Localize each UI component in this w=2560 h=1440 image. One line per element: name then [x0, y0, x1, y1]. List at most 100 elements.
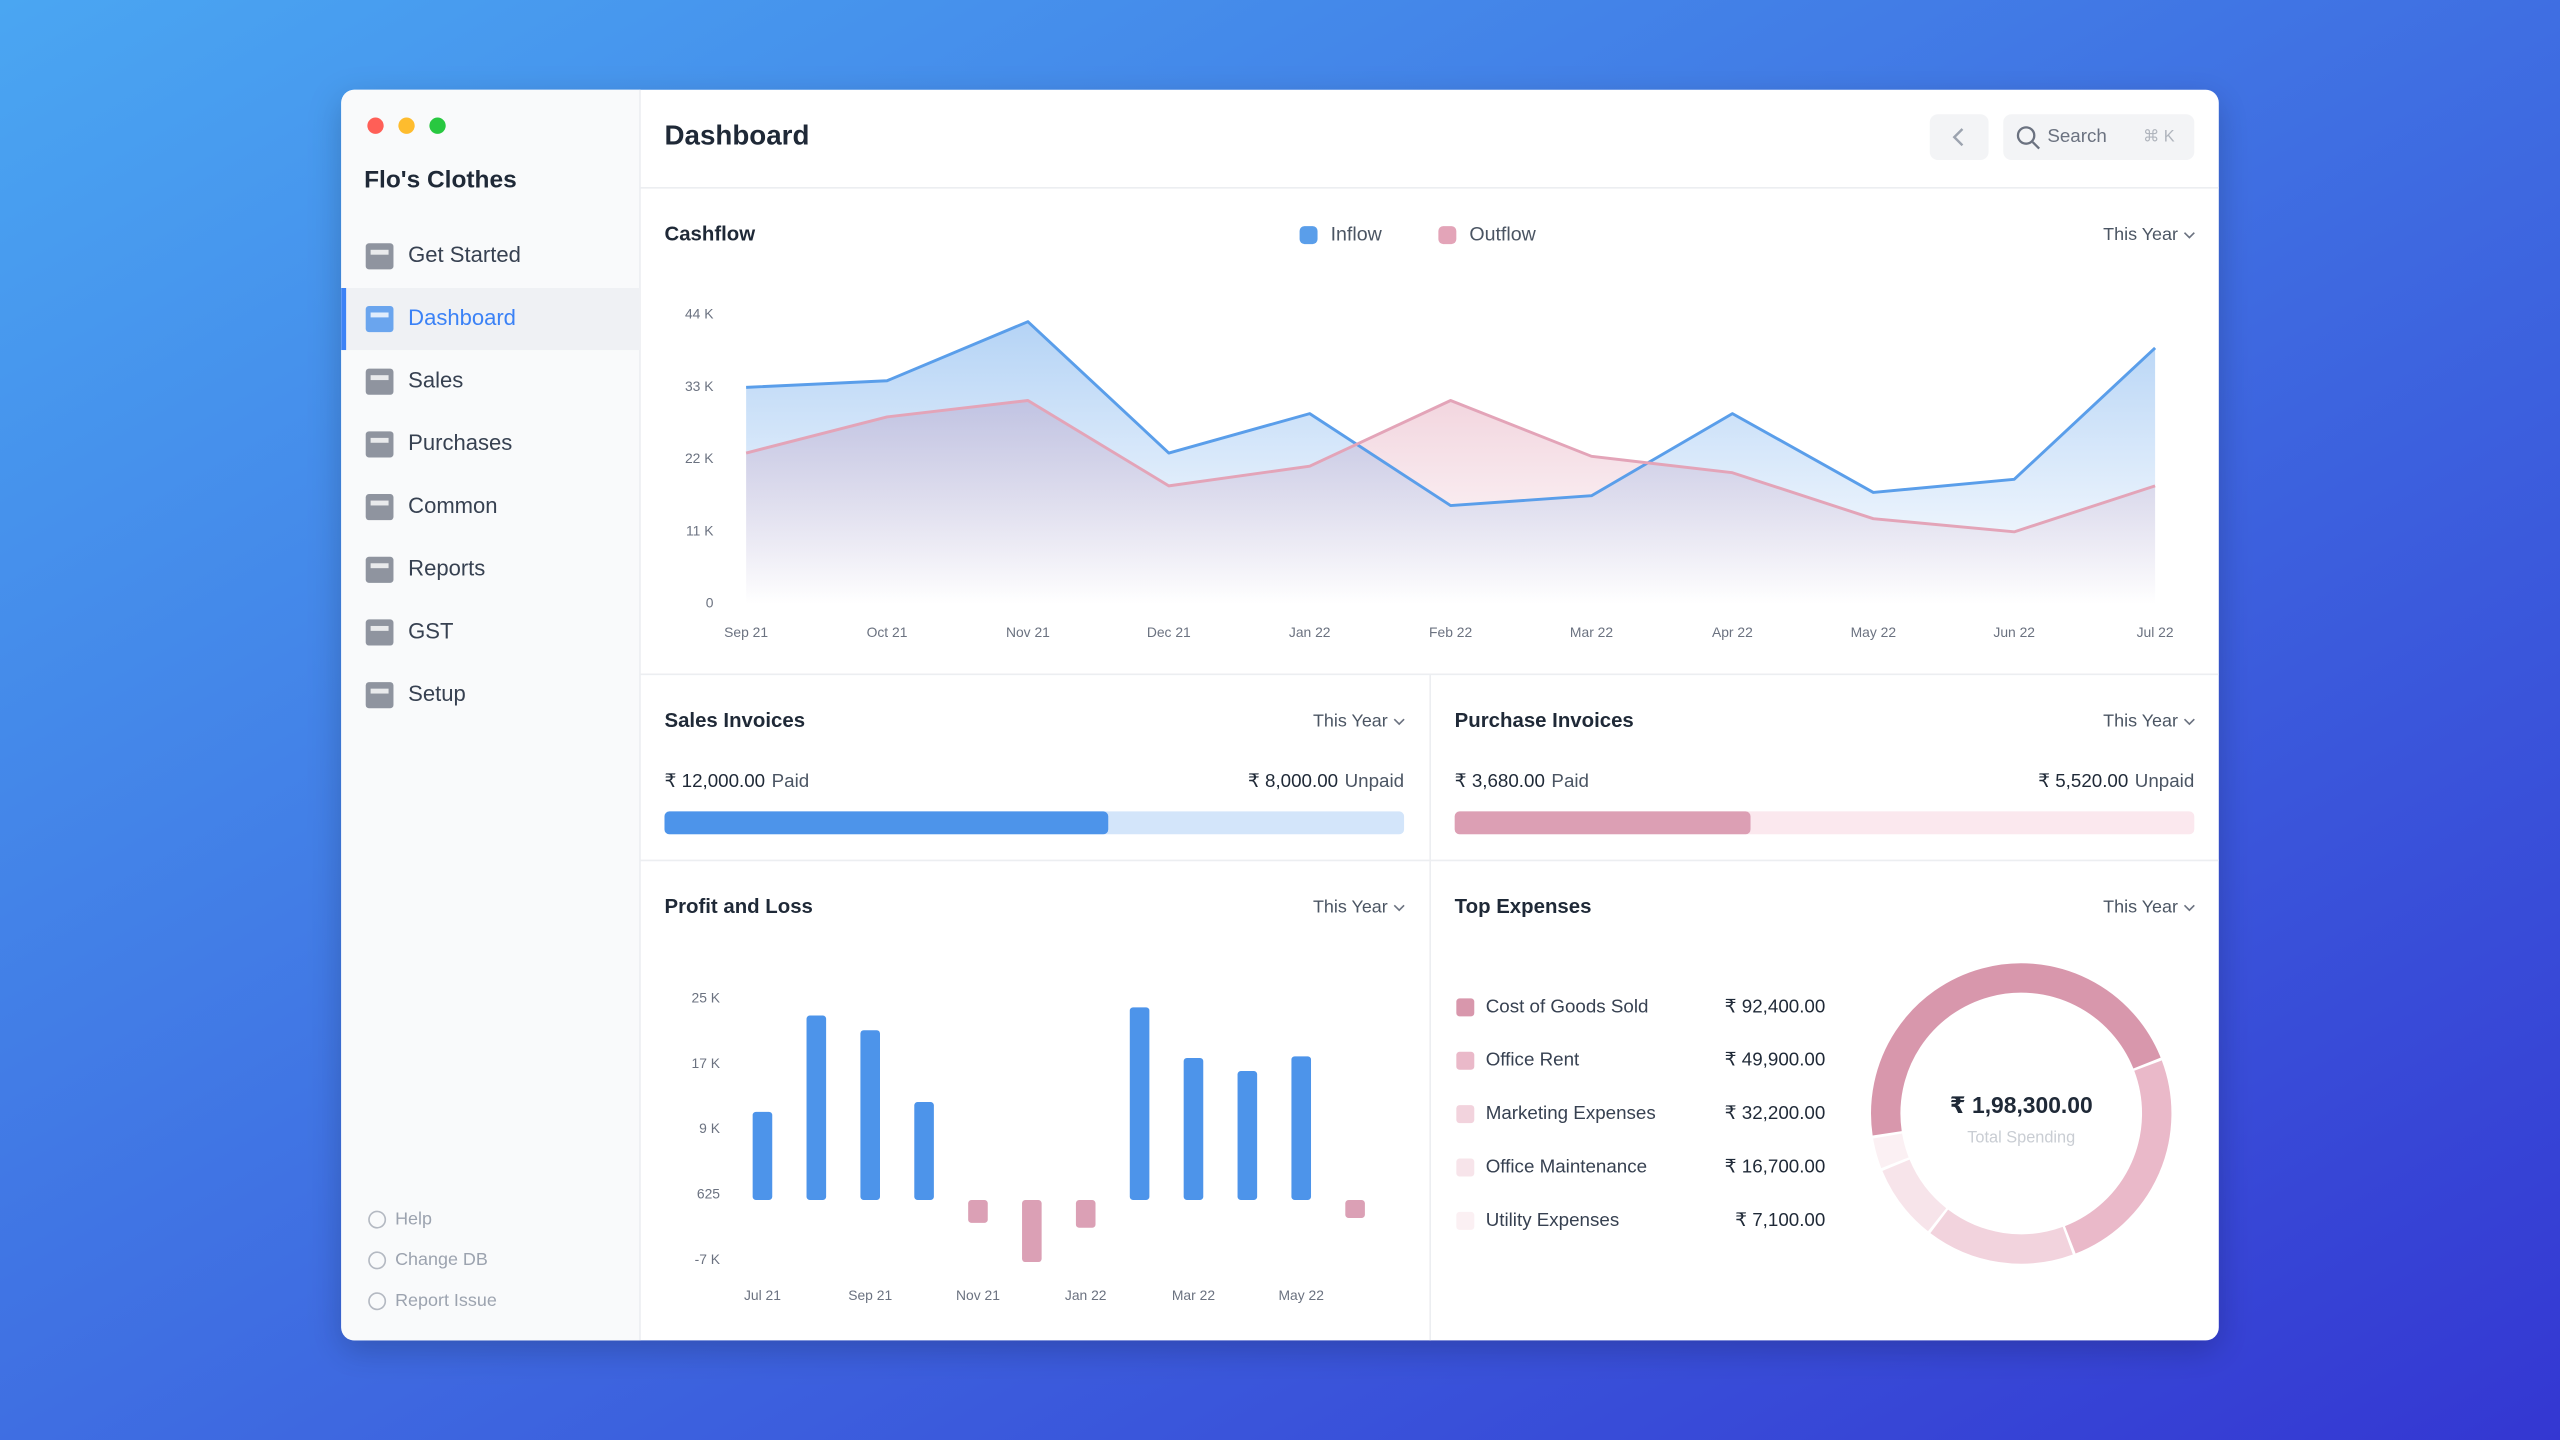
status: Paid	[772, 770, 810, 791]
nav-item[interactable]: Get Started	[408, 242, 521, 267]
nav-icon	[365, 494, 394, 521]
page-title: Dashboard	[664, 119, 809, 150]
unpaid-label: ₹ 5,520.00 Unpaid	[2038, 770, 2194, 791]
legend-swatch	[1299, 226, 1318, 245]
nav-icon	[370, 688, 389, 694]
nav-icon	[370, 249, 389, 255]
footer-icon	[368, 1292, 387, 1311]
x-tick-label: Sep 21	[724, 624, 768, 640]
nav-item[interactable]: Dashboard	[408, 305, 516, 330]
nav-icon	[365, 243, 394, 270]
y-tick-label: 25 K	[691, 990, 720, 1006]
chevron-icon	[2183, 904, 2195, 912]
x-tick-label: Nov 21	[956, 1287, 1000, 1303]
status: Unpaid	[1345, 770, 1404, 791]
status: Unpaid	[2135, 770, 2194, 791]
x-tick-label: Sep 21	[848, 1287, 892, 1303]
nav-item[interactable]: Common	[408, 493, 497, 518]
nav-item[interactable]: GST	[408, 618, 453, 643]
footer-link[interactable]: Help	[395, 1208, 432, 1228]
bar	[1291, 1056, 1312, 1200]
expense-amount: ₹ 16,700.00	[1725, 1155, 1826, 1176]
nav-icon	[365, 431, 394, 458]
footer-link[interactable]: Report Issue	[395, 1290, 497, 1310]
expense-name: Cost of Goods Sold	[1486, 995, 1649, 1016]
maximize-button[interactable]	[429, 117, 446, 134]
period-dropdown[interactable]: This Year	[2103, 710, 2178, 730]
back-icon	[1952, 128, 1964, 147]
footer-link[interactable]: Change DB	[395, 1249, 488, 1269]
bar	[914, 1102, 934, 1200]
bar	[860, 1030, 880, 1200]
section-title: Profit and Loss	[664, 896, 812, 918]
search-shortcut: ⌘ K	[2143, 127, 2175, 145]
period-dropdown[interactable]: This Year	[2103, 896, 2178, 916]
y-tick-label: 22 K	[685, 450, 714, 466]
nav-icon	[365, 368, 394, 395]
x-tick-label: Oct 21	[867, 624, 908, 640]
donut-segment	[1882, 1159, 1947, 1232]
donut-segment	[1873, 1133, 1909, 1169]
x-tick-label: Jun 22	[1993, 624, 2035, 640]
y-tick-label: 11 K	[686, 522, 714, 538]
progress-paid	[664, 811, 1109, 835]
nav-item[interactable]: Sales	[408, 368, 463, 393]
nav-indicator	[341, 288, 347, 351]
legend-swatch	[1438, 226, 1457, 245]
nav-icon	[370, 437, 389, 443]
expense-name: Office Maintenance	[1486, 1155, 1647, 1176]
line	[745, 399, 2156, 534]
donut-segment	[2064, 1060, 2172, 1254]
search-placeholder: Search	[2047, 125, 2106, 146]
y-tick-label: 33 K	[685, 378, 714, 394]
x-tick-label: Nov 21	[1006, 624, 1050, 640]
unpaid-label: ₹ 8,000.00 Unpaid	[1248, 770, 1404, 791]
bar	[968, 1200, 988, 1223]
chevron-icon	[2183, 232, 2195, 239]
nav-icon	[370, 312, 389, 318]
amount: ₹ 12,000.00	[664, 770, 765, 791]
donut-segment	[1871, 963, 2161, 1136]
amount: ₹ 5,520.00	[2038, 770, 2128, 791]
x-tick-label: Jul 21	[744, 1287, 781, 1303]
y-tick-label: 17 K	[691, 1055, 720, 1071]
nav-item[interactable]: Setup	[408, 681, 466, 706]
expense-amount: ₹ 49,900.00	[1725, 1049, 1826, 1070]
x-tick-label: May 22	[1851, 624, 1897, 640]
legend-label: Outflow	[1469, 223, 1536, 245]
bar	[1345, 1200, 1365, 1218]
paid-label: ₹ 3,680.00 Paid	[1455, 770, 1589, 791]
nav-icon	[365, 305, 394, 333]
y-tick-label: 9 K	[699, 1120, 721, 1136]
company-name: Flo's Clothes	[364, 167, 517, 194]
y-tick-label: -7 K	[695, 1251, 721, 1267]
section-title: Cashflow	[664, 223, 755, 245]
chevron-icon	[1393, 904, 1405, 912]
close-button[interactable]	[367, 117, 384, 134]
expense-amount: ₹ 92,400.00	[1725, 995, 1826, 1016]
bar	[1237, 1071, 1258, 1200]
status: Paid	[1551, 770, 1589, 791]
back-button[interactable]	[1929, 114, 1989, 160]
nav-icon	[365, 619, 394, 646]
nav-item[interactable]: Purchases	[408, 430, 512, 455]
search-icon	[2016, 126, 2036, 145]
chevron-icon	[1393, 718, 1405, 726]
expense-name: Office Rent	[1486, 1049, 1580, 1070]
x-tick-label: Mar 22	[1172, 1287, 1215, 1303]
nav-item[interactable]: Reports	[408, 556, 485, 581]
donut-total: ₹ 1,98,300.00	[1950, 1092, 2093, 1118]
expense-amount: ₹ 7,100.00	[1735, 1209, 1825, 1230]
nav-icon	[370, 500, 389, 506]
x-tick-label: Jan 22	[1065, 1287, 1107, 1303]
minimize-button[interactable]	[398, 117, 415, 134]
bar	[1183, 1057, 1204, 1200]
period-dropdown[interactable]: This Year	[2103, 224, 2178, 244]
period-dropdown[interactable]: This Year	[1313, 896, 1388, 916]
period-dropdown[interactable]: This Year	[1313, 710, 1388, 730]
search-box[interactable]	[2003, 114, 2195, 160]
expense-amount: ₹ 32,200.00	[1725, 1102, 1826, 1123]
progress-paid	[1454, 811, 1751, 835]
